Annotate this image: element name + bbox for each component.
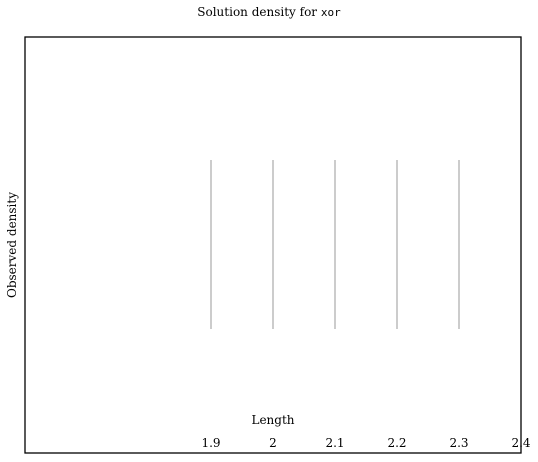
rug-lines [210,160,460,329]
x-tick-label: 2.4 [511,436,530,450]
chart-title: Solution density for xor [197,5,341,19]
x-tick-label: 2 [269,436,277,450]
plot-frame [24,36,522,454]
x-tick-labels: 1.9 2 2.1 2.2 2.3 2.4 [201,436,530,450]
x-tick-label: 2.1 [325,436,344,450]
x-tick-label: 1.9 [201,436,220,450]
x-tick-label: 2.2 [387,436,406,450]
y-axis-label: Observed density [5,192,19,298]
chart-title-prefix: Solution density for [197,5,321,19]
x-tick-label: 2.3 [449,436,468,450]
chart-title-code: xor [321,6,341,19]
x-axis-label: Length [251,413,294,427]
